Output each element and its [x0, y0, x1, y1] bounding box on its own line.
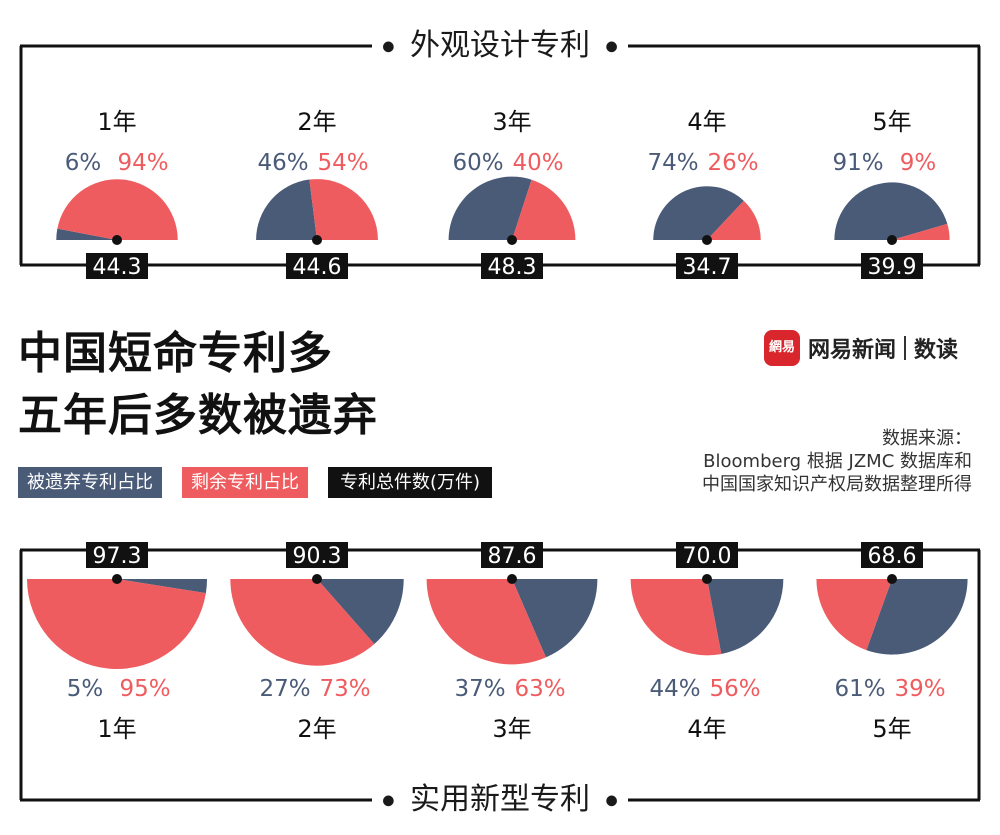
top-hub-dot-2: [312, 235, 322, 245]
bottom-slice-remaining-3: [426, 579, 546, 665]
top-remaining-pct-3: 40%: [512, 150, 563, 176]
bottom-remaining-pct-4: 56%: [709, 676, 760, 702]
bottom-year-label-3: 3年: [492, 715, 531, 743]
bottom-hub-dot-3: [507, 574, 517, 584]
bottom-hub-dot-4: [702, 574, 712, 584]
brand-section: 数读: [914, 338, 959, 363]
bottom-abandoned-pct-4: 44%: [649, 676, 700, 702]
top-abandoned-pct-3: 60%: [452, 150, 503, 176]
bottom-abandoned-pct-3: 37%: [454, 676, 505, 702]
top-slice-abandoned-4: [653, 186, 744, 240]
bottom-total-label-4: 70.0: [683, 544, 732, 569]
top-hub-dot-1: [112, 235, 122, 245]
top-year-label-4: 4年: [687, 108, 726, 136]
bottom-total-label-4-box: [676, 542, 738, 568]
bottom-total-label-5-box: [861, 542, 923, 568]
bottom-total-label-2-box: [286, 542, 348, 568]
top-total-label-1-box: [86, 253, 148, 279]
bottom-panel-title-text: 实用新型专利: [404, 780, 596, 820]
bottom-slice-remaining-1: [27, 579, 206, 669]
top-total-label-5: 39.9: [868, 255, 917, 280]
top-total-label-5-box: [861, 253, 923, 279]
top-abandoned-pct-5: 91%: [832, 150, 883, 176]
bottom-hub-dot-5: [887, 574, 897, 584]
bottom-remaining-pct-3: 63%: [514, 676, 565, 702]
bottom-year-label-1: 1年: [97, 715, 136, 743]
bottom-panel-title: ● 实用新型专利 ●: [0, 780, 1000, 821]
brand-separator: [904, 336, 907, 360]
bottom-total-label-1: 97.3: [93, 544, 142, 569]
bottom-year-label-5: 5年: [872, 715, 911, 743]
bottom-hub-dot-2: [312, 574, 322, 584]
top-hub-dot-4: [702, 235, 712, 245]
bottom-abandoned-pct-5: 61%: [834, 676, 885, 702]
bottom-abandoned-pct-1: 5%: [67, 676, 104, 702]
top-total-label-4-box: [676, 253, 738, 279]
source-line-2: 中国国家知识产权局数据整理所得: [702, 474, 972, 495]
top-remaining-pct-4: 26%: [707, 150, 758, 176]
bottom-year-label-2: 2年: [297, 715, 336, 743]
bottom-slice-abandoned-3: [512, 579, 598, 658]
netease-logo-icon: 網易: [764, 330, 800, 366]
top-year-label-2: 2年: [297, 108, 336, 136]
top-hub-dot-5: [887, 235, 897, 245]
bottom-slice-abandoned-4: [707, 579, 784, 654]
top-total-label-4: 34.7: [683, 255, 732, 280]
top-slice-remaining-3: [512, 179, 576, 240]
headline-line-2: 五年后多数被遗弃: [18, 390, 378, 441]
brand-name: 网易新闻: [808, 338, 897, 363]
top-year-label-1: 1年: [97, 108, 136, 136]
bottom-slice-abandoned-5: [866, 579, 968, 655]
bottom-slice-abandoned-1: [117, 579, 207, 594]
top-abandoned-pct-4: 74%: [647, 150, 698, 176]
brand: 網易 网易新闻 数读: [764, 330, 958, 366]
top-hub-dot-3: [507, 235, 517, 245]
bottom-slice-abandoned-2: [317, 579, 404, 645]
top-remaining-pct-1: 94%: [117, 150, 168, 176]
top-slice-remaining-4: [707, 200, 761, 240]
bottom-total-label-3: 87.6: [488, 544, 537, 569]
top-panel-title: ● 外观设计专利 ●: [0, 26, 1000, 67]
top-year-label-5: 5年: [872, 108, 911, 136]
top-slice-abandoned-3: [448, 176, 532, 240]
source-line-1: Bloomberg 根据 JZMC 数据库和: [703, 451, 972, 472]
legend-total: 专利总件数(万件): [328, 467, 493, 498]
top-slice-remaining-2: [309, 179, 378, 240]
bottom-total-label-5: 68.6: [868, 544, 917, 569]
bottom-remaining-pct-5: 39%: [894, 676, 945, 702]
top-remaining-pct-2: 54%: [317, 150, 368, 176]
top-slice-abandoned-2: [256, 179, 317, 240]
top-total-label-1: 44.3: [93, 255, 142, 280]
bottom-slice-remaining-5: [816, 579, 892, 651]
top-remaining-pct-5: 9%: [900, 150, 937, 176]
legend-abandoned: 被遗弃专利占比: [18, 467, 162, 498]
bottom-total-label-3-box: [481, 542, 543, 568]
headline-line-1: 中国短命专利多: [18, 328, 333, 379]
bottom-remaining-pct-2: 73%: [319, 676, 370, 702]
top-total-label-3-box: [481, 253, 543, 279]
bottom-year-label-4: 4年: [687, 715, 726, 743]
source-label: 数据来源：: [882, 428, 972, 449]
top-slice-abandoned-1: [56, 228, 117, 240]
top-total-label-2-box: [286, 253, 348, 279]
top-total-label-2: 44.6: [293, 255, 342, 280]
bottom-total-label-2: 90.3: [293, 544, 342, 569]
top-abandoned-pct-2: 46%: [257, 150, 308, 176]
bottom-hub-dot-1: [112, 574, 122, 584]
bottom-slice-remaining-2: [230, 579, 375, 666]
top-total-label-3: 48.3: [488, 255, 537, 280]
bottom-slice-remaining-4: [630, 579, 722, 656]
bottom-abandoned-pct-2: 27%: [259, 676, 310, 702]
legend-remaining: 剩余专利占比: [182, 467, 308, 498]
top-slice-remaining-5: [892, 223, 950, 240]
top-abandoned-pct-1: 6%: [65, 150, 102, 176]
bottom-remaining-pct-1: 95%: [119, 676, 170, 702]
bottom-total-label-1-box: [86, 542, 148, 568]
top-slice-abandoned-5: [834, 182, 948, 240]
top-slice-remaining-1: [57, 179, 178, 240]
top-year-label-3: 3年: [492, 108, 531, 136]
top-panel-title-text: 外观设计专利: [404, 26, 596, 66]
